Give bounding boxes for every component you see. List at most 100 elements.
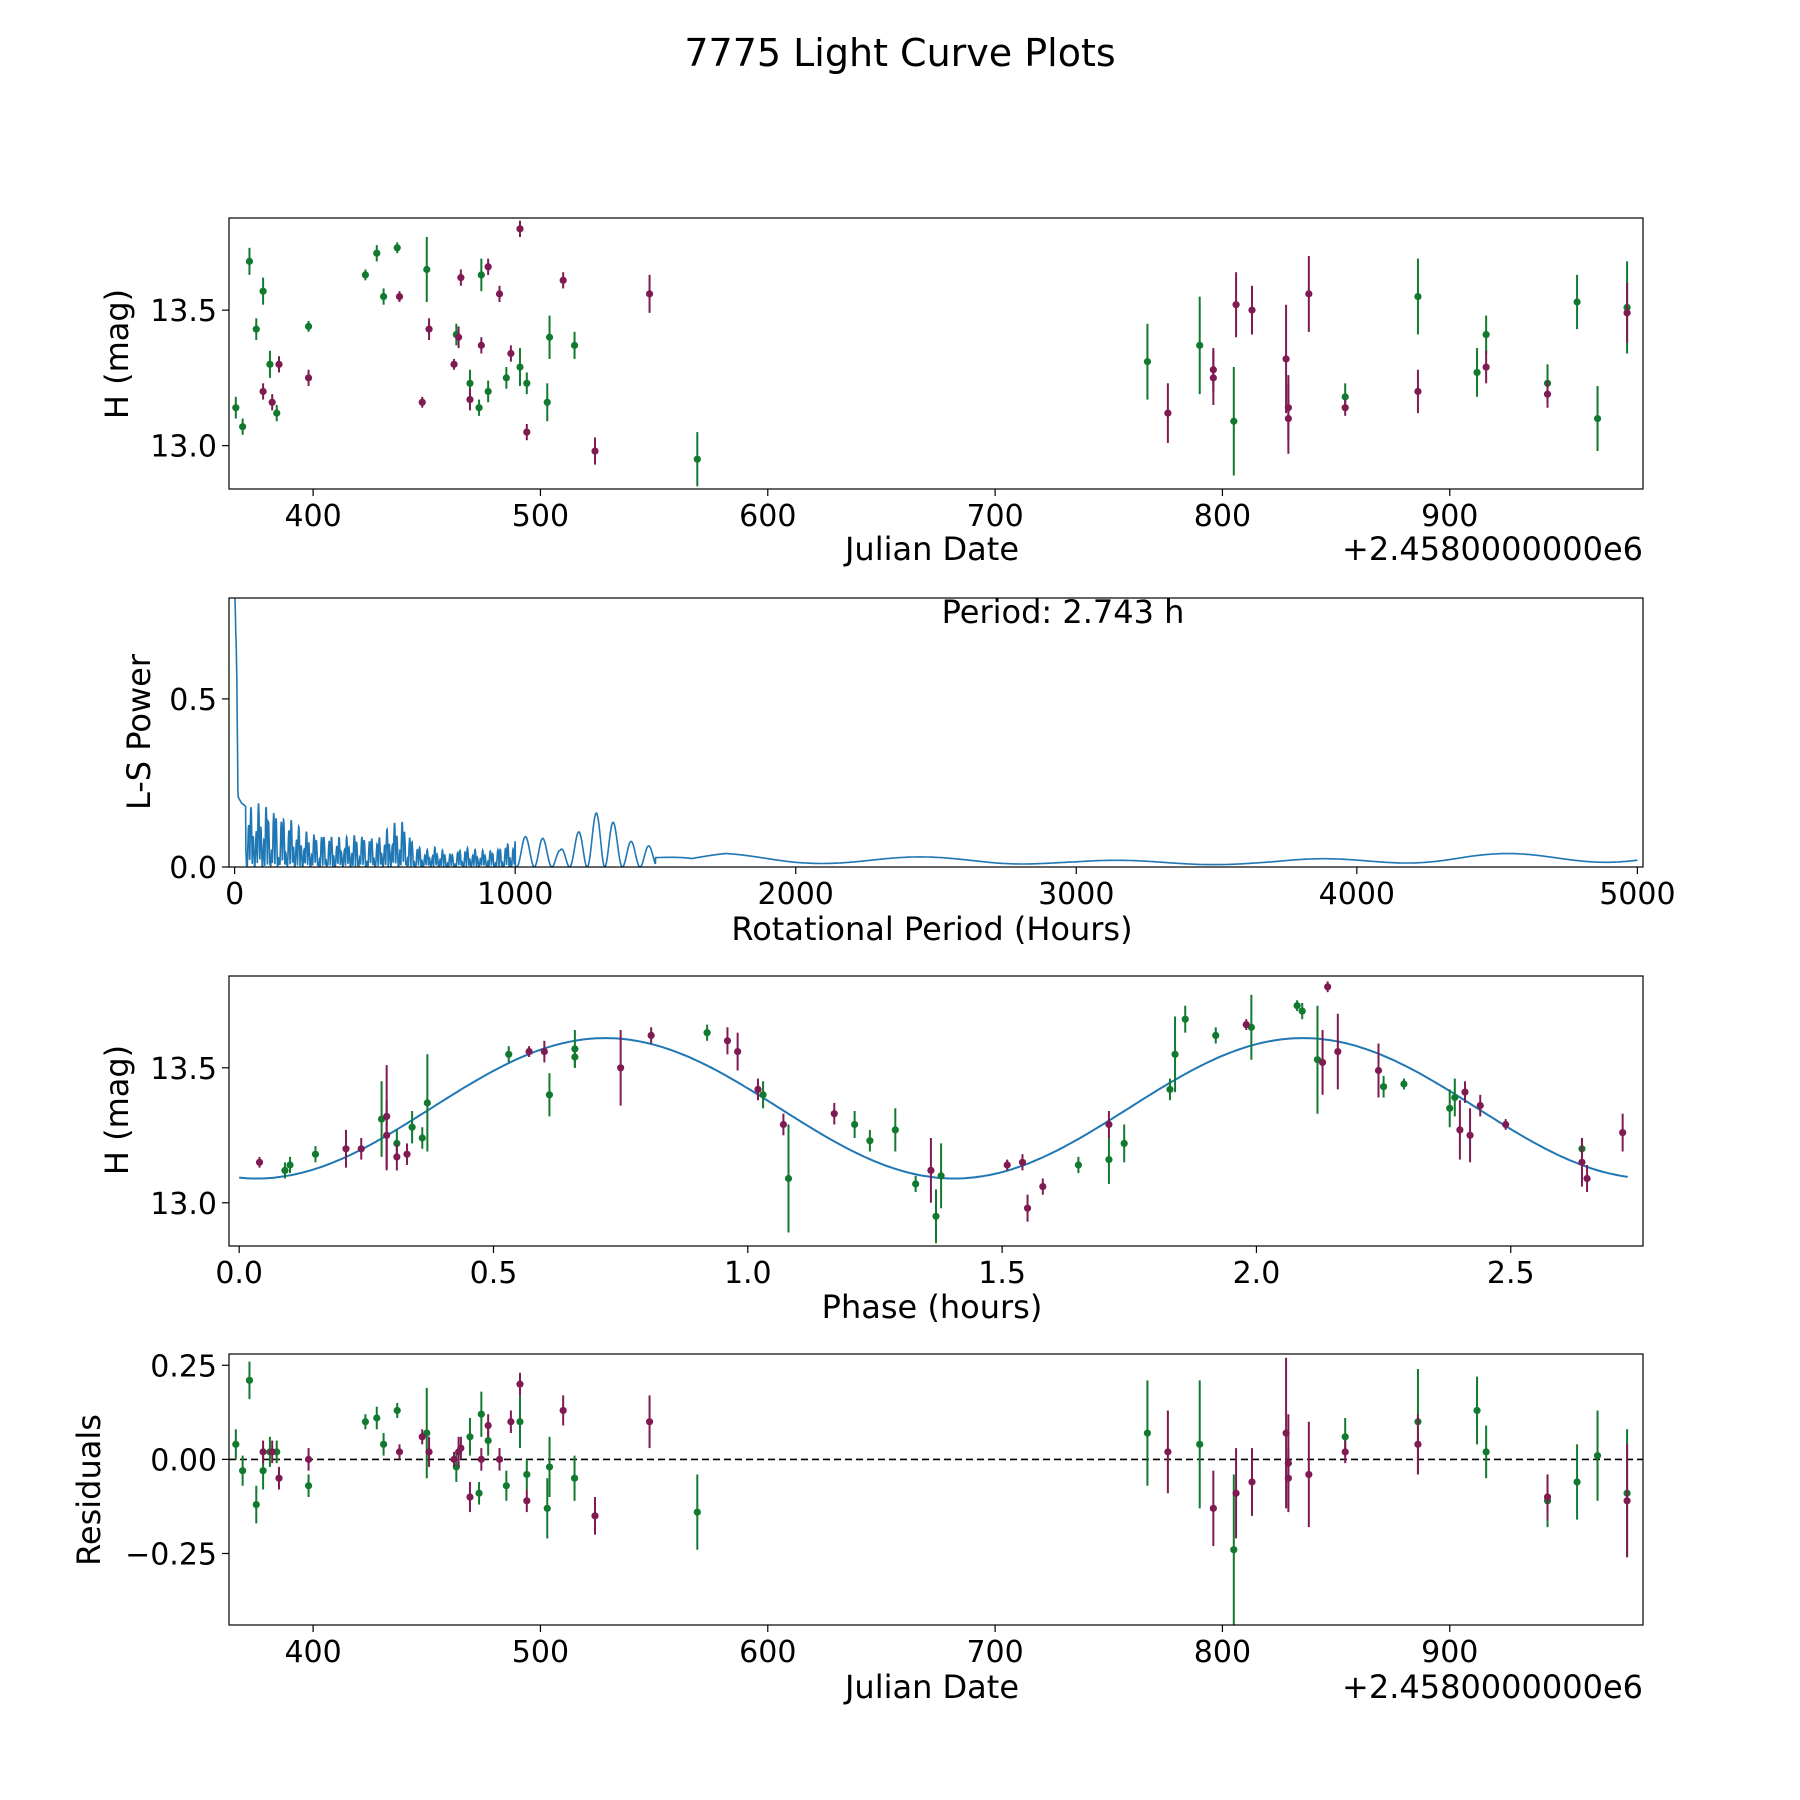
data-point [1039,1183,1047,1191]
data-point [645,290,654,298]
sinusoid-fit-curve [239,1037,1628,1180]
data-point [693,1508,701,1516]
data-point [1578,1158,1586,1166]
data-point [591,447,599,455]
x-tick-label: 2000 [758,877,834,912]
data-point [477,1410,485,1418]
y-tick-label: −0.25 [125,1537,217,1572]
residuals-green-series [232,1361,1658,1625]
x-tick-label: 5000 [1599,877,1675,912]
data-point [393,244,401,252]
data-point [1284,404,1292,412]
x-tick-label: 3000 [1038,877,1114,912]
data-point [418,1433,426,1441]
data-point [507,349,515,358]
data-point [502,374,510,382]
data-point [1651,1520,1658,1527]
data-point [1143,1429,1152,1437]
data-point [425,325,433,333]
data-point [912,1180,920,1188]
lomb-scargle-power-line [234,598,1638,867]
data-point [1105,1156,1113,1164]
data-point [647,1031,655,1039]
data-point [1023,1204,1032,1212]
phase-axes-frame [228,975,1644,1247]
data-point [784,1174,793,1183]
x-tick-label: 700 [966,1635,1023,1670]
data-point [932,1212,940,1220]
periodogram-axes-frame [228,597,1644,868]
period-annotation: Period: 2.743 h [942,593,1185,631]
data-point [1282,355,1290,363]
data-point [1543,390,1552,398]
data-point [545,1463,554,1471]
data-point [484,387,492,396]
data-point [259,387,267,396]
data-point [703,1029,711,1037]
x-tick-label: 0.5 [470,1256,518,1291]
data-point [379,1440,388,1448]
data-point [1341,404,1349,412]
data-point [259,287,267,295]
data-point [408,1123,416,1131]
data-point [693,455,701,463]
phase-plot-area [239,981,1628,1244]
data-point [245,257,254,265]
data-point [361,271,369,279]
data-point [1451,1093,1459,1102]
data-point [1476,1102,1484,1110]
data-point [1379,1083,1388,1091]
data-point [516,1418,524,1426]
y-tick-label: 13.5 [150,294,217,329]
data-point [545,333,554,341]
residuals-panel: Julian Date +2.4580000000e6 Residuals 40… [70,1349,1658,1706]
phase-ylabel: H (mag) [98,1045,136,1175]
data-point [540,1048,548,1056]
x-tick-label: 600 [739,499,796,534]
data-point [1623,1497,1631,1505]
data-point [891,1126,899,1134]
lightcurve-axes-frame [228,217,1644,490]
data-point [239,423,247,431]
data-point [477,1455,485,1463]
data-point [1456,1126,1464,1134]
data-point [516,1380,524,1388]
data-point [570,1474,579,1482]
data-point [559,1406,567,1415]
data-point [361,1418,369,1426]
data-point [645,1418,654,1426]
data-point [1209,1504,1217,1512]
phase-purple-series [255,981,1627,1222]
data-point [525,1048,533,1056]
data-point [1232,1489,1240,1497]
data-point [1573,1478,1581,1486]
lightcurve-plot-area [232,220,1631,487]
data-point [273,409,281,417]
x-tick-label: 800 [1194,499,1251,534]
lightcurve-purple-series [259,220,1631,465]
data-point [1446,1104,1454,1112]
data-point [259,1448,267,1456]
data-point [477,271,485,279]
phase-panel: Phase (hours) H (mag) 0.0 0.5 1.0 1.5 2.0 2.5… [98,975,1644,1326]
data-point [1414,292,1422,301]
data-point [475,404,483,412]
data-point [1003,1161,1011,1169]
data-point [1473,1406,1481,1415]
data-point [559,276,567,284]
data-point [475,1489,483,1497]
x-tick-label: 1000 [477,877,553,912]
data-point [395,1448,404,1456]
data-point [450,360,458,368]
data-point [266,360,274,368]
data-point [484,1421,492,1430]
data-point [457,1444,465,1452]
data-point [304,374,313,382]
data-point [457,274,465,282]
y-tick-label: 13.5 [150,1052,217,1087]
figure-title: 7775 Light Curve Plots [684,31,1115,75]
y-tick-label: 0.25 [150,1349,217,1384]
x-tick-label: 2.5 [1487,1256,1535,1291]
x-tick-label: 4000 [1319,877,1395,912]
data-point [1651,1399,1658,1406]
